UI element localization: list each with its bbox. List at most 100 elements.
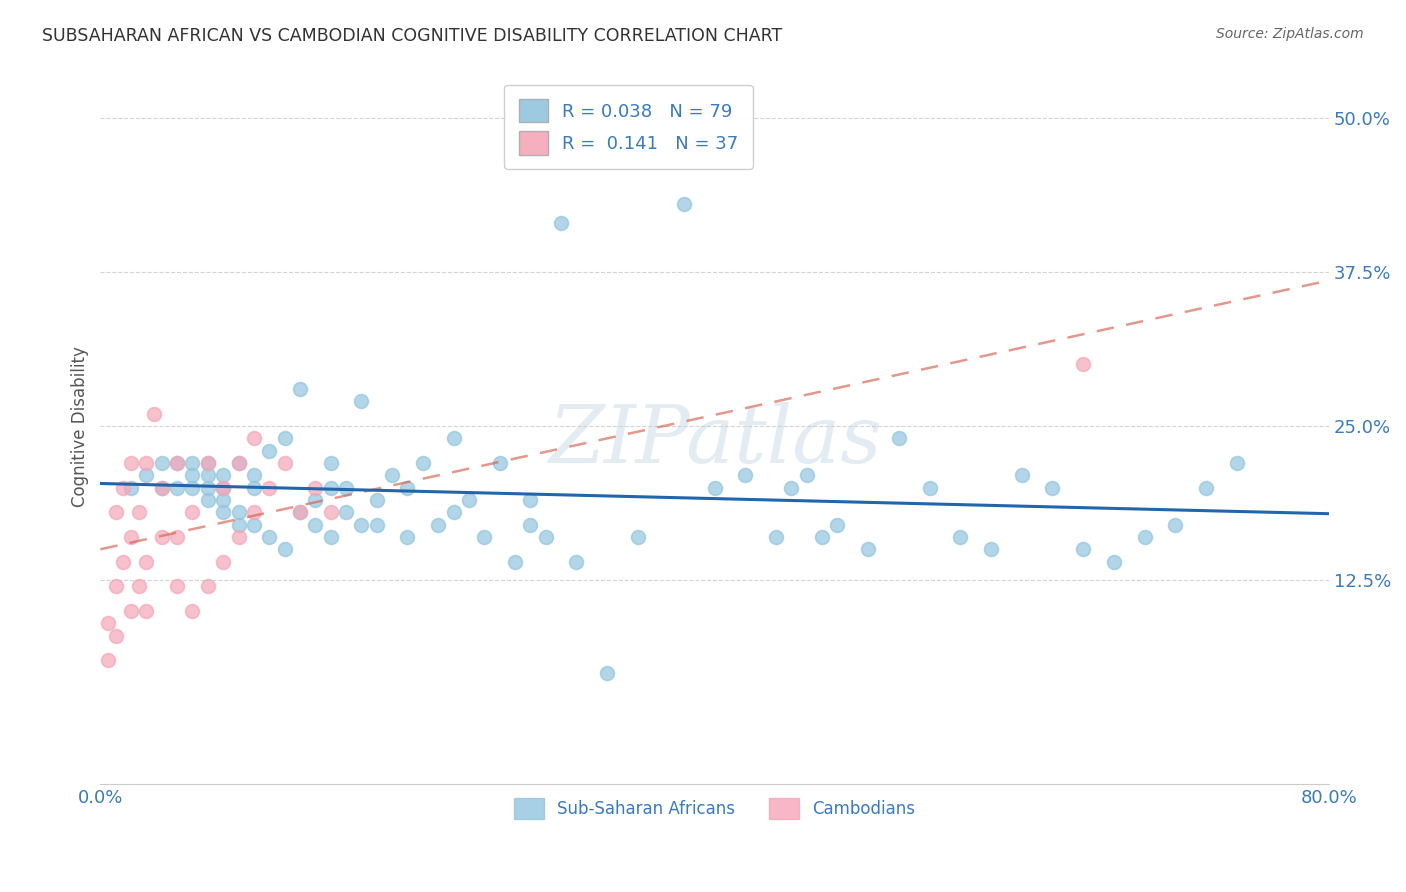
Point [1071, 358, 1094, 372]
Point [734, 468, 756, 483]
Point [166, 481, 188, 495]
Point [104, 505, 127, 519]
Point [97, 653, 120, 667]
Point [228, 517, 250, 532]
Point [1164, 517, 1187, 532]
Point [565, 555, 588, 569]
Point [228, 530, 250, 544]
Point [550, 216, 572, 230]
Point [427, 517, 450, 532]
Point [288, 505, 311, 519]
Point [197, 468, 219, 483]
Point [120, 456, 142, 470]
Point [366, 493, 388, 508]
Point [273, 432, 295, 446]
Point [181, 456, 204, 470]
Point [128, 505, 150, 519]
Point [197, 456, 219, 470]
Point [197, 579, 219, 593]
Point [534, 530, 557, 544]
Point [319, 481, 342, 495]
Point [503, 555, 526, 569]
Point [104, 629, 127, 643]
Point [143, 407, 166, 421]
Point [243, 432, 266, 446]
Point [104, 579, 127, 593]
Point [765, 530, 787, 544]
Point [472, 530, 495, 544]
Point [827, 517, 849, 532]
Point [273, 456, 295, 470]
Point [335, 481, 357, 495]
Point [350, 517, 373, 532]
Point [1011, 468, 1033, 483]
Point [166, 530, 188, 544]
Point [166, 456, 188, 470]
Point [319, 505, 342, 519]
Y-axis label: Cognitive Disability: Cognitive Disability [72, 346, 89, 507]
Point [243, 505, 266, 519]
Point [150, 456, 173, 470]
Point [166, 456, 188, 470]
Text: Source: ZipAtlas.com: Source: ZipAtlas.com [1216, 27, 1364, 41]
Point [350, 394, 373, 409]
Point [288, 505, 311, 519]
Point [672, 197, 695, 211]
Text: SUBSAHARAN AFRICAN VS CAMBODIAN COGNITIVE DISABILITY CORRELATION CHART: SUBSAHARAN AFRICAN VS CAMBODIAN COGNITIV… [42, 27, 782, 45]
Point [181, 604, 204, 618]
Point [97, 616, 120, 631]
Text: ZIPatlas: ZIPatlas [548, 401, 882, 479]
Point [412, 456, 434, 470]
Point [856, 542, 879, 557]
Point [780, 481, 803, 495]
Point [135, 555, 157, 569]
Point [259, 481, 281, 495]
Point [1195, 481, 1218, 495]
Point [120, 604, 142, 618]
Point [335, 505, 357, 519]
Point [811, 530, 834, 544]
Point [1040, 481, 1063, 495]
Point [120, 481, 142, 495]
Point [1102, 555, 1125, 569]
Point [443, 432, 465, 446]
Point [319, 456, 342, 470]
Point [112, 555, 135, 569]
Point [197, 481, 219, 495]
Point [128, 579, 150, 593]
Point [304, 493, 326, 508]
Point [259, 443, 281, 458]
Point [228, 456, 250, 470]
Point [135, 604, 157, 618]
Point [627, 530, 650, 544]
Point [596, 665, 619, 680]
Point [212, 481, 235, 495]
Point [150, 481, 173, 495]
Point [381, 468, 404, 483]
Point [166, 579, 188, 593]
Point [228, 505, 250, 519]
Point [918, 481, 941, 495]
Point [181, 468, 204, 483]
Legend: Sub-Saharan Africans, Cambodians: Sub-Saharan Africans, Cambodians [508, 792, 922, 825]
Point [703, 481, 725, 495]
Point [243, 468, 266, 483]
Point [212, 481, 235, 495]
Point [519, 493, 541, 508]
Point [197, 493, 219, 508]
Point [319, 530, 342, 544]
Point [1071, 542, 1094, 557]
Point [887, 432, 910, 446]
Point [135, 468, 157, 483]
Point [949, 530, 972, 544]
Point [212, 555, 235, 569]
Point [112, 481, 135, 495]
Point [519, 517, 541, 532]
Point [120, 530, 142, 544]
Point [980, 542, 1002, 557]
Point [212, 493, 235, 508]
Point [1133, 530, 1156, 544]
Point [396, 481, 419, 495]
Point [212, 468, 235, 483]
Point [366, 517, 388, 532]
